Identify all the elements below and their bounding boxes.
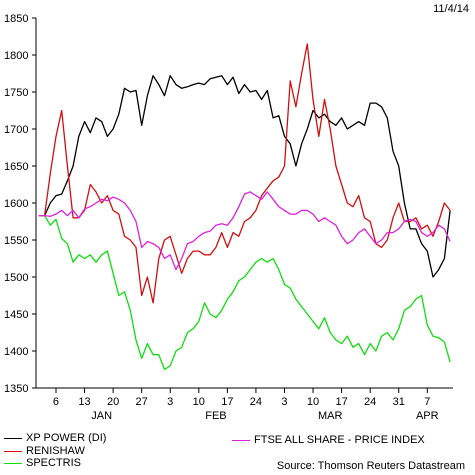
month-label: MAR [318, 410, 343, 422]
x-tick-label: 3 [281, 396, 287, 408]
x-tick-label: 31 [393, 396, 405, 408]
legend-item-xp-power: XP POWER (DI) [4, 432, 106, 444]
month-label: APR [416, 410, 439, 422]
x-tick-label: 7 [424, 396, 430, 408]
y-tick-label: 1500 [4, 272, 28, 284]
legend-label-xp-power: XP POWER (DI) [26, 432, 107, 444]
y-tick-label: 1450 [4, 309, 28, 321]
y-axis-ticks: 1350 1400 1450 1500 1550 1600 1650 1700 1750 1800… [4, 13, 36, 395]
legend-label-renishaw: RENISHAW [26, 445, 85, 457]
y-tick-label: 1750 [4, 87, 28, 99]
x-tick-label: 13 [78, 396, 90, 408]
legend-item-spectris: SPECTRIS [4, 457, 81, 469]
legend-swatch-renishaw [4, 450, 22, 452]
x-tick-label: 17 [221, 396, 233, 408]
series-line-spectris [38, 214, 451, 371]
legend-label-spectris: SPECTRIS [26, 457, 82, 469]
x-tick-label: 24 [250, 396, 262, 408]
x-tick-label: 27 [136, 396, 148, 408]
y-tick-label: 1600 [4, 198, 28, 210]
series-lines [38, 43, 451, 371]
legend-item-ftse: FTSE ALL SHARE - PRICE INDEX [232, 434, 425, 446]
series-line-ftse-all-share-price-index [38, 191, 451, 271]
month-label: JAN [91, 410, 112, 422]
y-tick-label: 1550 [4, 235, 28, 247]
y-tick-label: 1700 [4, 124, 28, 136]
chart-date: 11/4/14 [433, 3, 469, 15]
x-tick-label: 6 [53, 396, 59, 408]
source-note: Source: Thomson Reuters Datastream [276, 460, 465, 472]
legend-item-renishaw: RENISHAW [4, 445, 85, 457]
legend-swatch-xp-power [4, 437, 22, 439]
month-label: FEB [205, 410, 226, 422]
x-tick-label: 10 [307, 396, 319, 408]
y-tick-label: 1850 [4, 13, 28, 25]
series-line-renishaw [38, 43, 451, 304]
x-tick-label: 20 [107, 396, 119, 408]
legend-label-ftse: FTSE ALL SHARE - PRICE INDEX [254, 434, 425, 446]
x-tick-label: 24 [364, 396, 376, 408]
y-tick-label: 1400 [4, 346, 28, 358]
y-tick-label: 1650 [4, 161, 28, 173]
x-tick-label: 10 [193, 396, 205, 408]
legend-swatch-ftse [232, 439, 250, 441]
legend-swatch-spectris [4, 462, 22, 464]
x-tick-label: 3 [167, 396, 173, 408]
series-line-xp-power-di [38, 75, 451, 278]
y-tick-label: 1800 [4, 50, 28, 62]
x-tick-label: 17 [335, 396, 347, 408]
y-tick-label: 1350 [4, 383, 28, 395]
x-axis-ticks: 6 13 20 27 3 10 17 24 3 10 17 24 31 7 JAN FEB MAR APR [53, 388, 439, 422]
